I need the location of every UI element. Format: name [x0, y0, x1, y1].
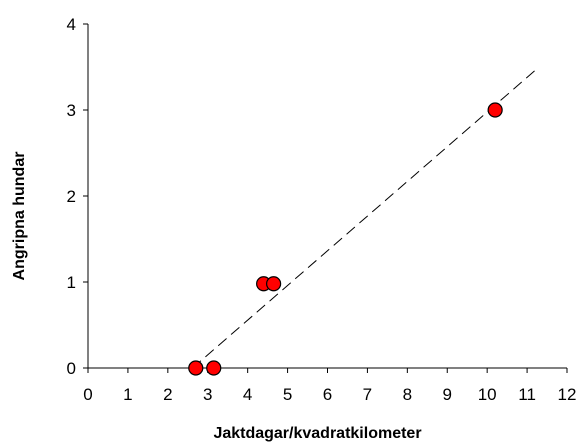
data-point — [206, 360, 222, 376]
x-tick-label: 7 — [363, 385, 372, 404]
x-tick-label: 3 — [203, 385, 212, 404]
x-tick-label: 4 — [243, 385, 252, 404]
x-axis: 0 1 2 3 4 5 6 7 8 9 10 11 12 — [83, 367, 577, 404]
x-tick-label: 6 — [323, 385, 332, 404]
data-point — [188, 360, 204, 376]
x-tick-label: 5 — [283, 385, 292, 404]
x-tick-label: 9 — [443, 385, 452, 404]
trendline-group — [192, 70, 536, 369]
x-tick-label: 1 — [123, 385, 132, 404]
data-point — [487, 102, 503, 118]
y-tick-label: 3 — [67, 101, 76, 120]
y-tick-label: 0 — [67, 359, 76, 378]
x-tick-label: 11 — [518, 385, 536, 404]
y-tick-label: 2 — [67, 187, 76, 206]
y-tick-label: 1 — [67, 273, 76, 292]
trendline — [192, 70, 536, 369]
x-tick-label: 10 — [478, 385, 497, 404]
x-tick-label: 0 — [83, 385, 92, 404]
data-points — [188, 102, 503, 376]
y-axis: 0 1 2 3 4 — [67, 15, 89, 378]
data-point — [266, 276, 282, 292]
x-tick-label: 8 — [403, 385, 412, 404]
x-tick-label: 12 — [558, 385, 577, 404]
x-tick-label: 2 — [163, 385, 172, 404]
x-axis-title: Jaktdagar/kvadratkilometer — [213, 425, 421, 442]
y-tick-label: 4 — [67, 15, 76, 34]
y-axis-title: Angripna hundar — [11, 152, 28, 281]
